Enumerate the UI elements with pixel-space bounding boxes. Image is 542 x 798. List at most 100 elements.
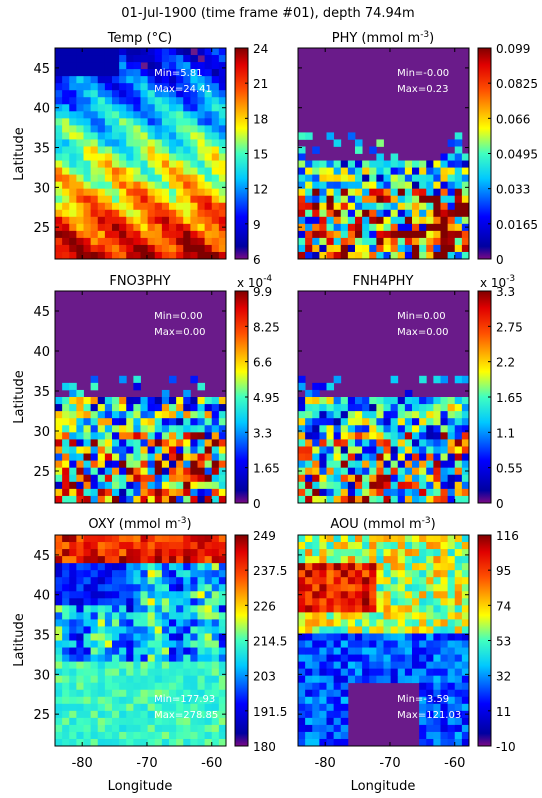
field-cell bbox=[340, 584, 349, 592]
field-cell bbox=[211, 425, 220, 433]
field-cell bbox=[140, 446, 149, 454]
field-cell bbox=[433, 549, 441, 557]
field-cell bbox=[326, 418, 335, 426]
field-cell bbox=[147, 542, 156, 550]
field-cell bbox=[218, 724, 227, 733]
field-cell bbox=[97, 626, 106, 634]
field-cell bbox=[176, 146, 184, 154]
field-cell bbox=[376, 174, 384, 183]
field-cell bbox=[55, 418, 63, 426]
field-cell bbox=[119, 244, 127, 253]
field-cell bbox=[183, 251, 191, 260]
field-cell bbox=[169, 111, 177, 119]
field-cell bbox=[369, 584, 377, 592]
field-cell bbox=[83, 640, 92, 648]
field-cell bbox=[169, 724, 177, 733]
field-cell bbox=[397, 556, 406, 564]
field-cell bbox=[298, 647, 306, 655]
field-cell bbox=[176, 132, 184, 140]
field-cell bbox=[154, 411, 163, 419]
field-cell bbox=[104, 237, 113, 246]
field-cell bbox=[104, 549, 113, 557]
field-cell bbox=[319, 216, 327, 225]
field-cell bbox=[347, 584, 356, 592]
field-cell bbox=[333, 446, 342, 454]
field-cell bbox=[390, 167, 399, 175]
field-cell bbox=[319, 174, 327, 183]
field-cell bbox=[112, 495, 120, 504]
field-cell bbox=[326, 439, 335, 447]
field-cell bbox=[218, 230, 227, 239]
field-cell bbox=[126, 418, 134, 426]
field-cell bbox=[319, 230, 327, 239]
field-cell bbox=[147, 209, 156, 218]
field-cell bbox=[83, 661, 92, 670]
field-cell bbox=[197, 230, 206, 239]
field-cell bbox=[90, 153, 99, 161]
field-cell bbox=[355, 223, 363, 232]
field-cell bbox=[298, 577, 306, 585]
field-cell bbox=[204, 619, 213, 627]
field-cell bbox=[197, 467, 206, 476]
field-cell bbox=[97, 612, 106, 620]
field-cell bbox=[140, 425, 149, 433]
field-cell bbox=[305, 542, 313, 550]
field-cell bbox=[154, 181, 163, 190]
field-cell bbox=[76, 696, 84, 705]
field-cell bbox=[161, 48, 170, 56]
field-cell bbox=[333, 703, 342, 712]
field-cell bbox=[298, 724, 306, 733]
field-cell bbox=[440, 710, 449, 719]
field-cell bbox=[433, 598, 441, 606]
field-cell bbox=[83, 195, 92, 204]
field-cell bbox=[412, 481, 420, 490]
field-cell bbox=[211, 167, 220, 175]
field-cell bbox=[347, 591, 356, 599]
field-cell bbox=[440, 244, 449, 253]
field-cell bbox=[154, 647, 163, 655]
field-cell bbox=[404, 404, 413, 412]
panel-title-temp-text: Temp (°C) bbox=[107, 31, 173, 46]
field-cell bbox=[362, 223, 370, 232]
colorbar-tick-label: 74 bbox=[496, 599, 511, 613]
field-cell bbox=[90, 76, 99, 84]
field-cell bbox=[62, 453, 70, 461]
field-cell bbox=[440, 446, 449, 454]
stat-max-fno3phy: Max=0.00 bbox=[154, 327, 205, 338]
field-cell bbox=[440, 563, 449, 571]
field-cell bbox=[319, 202, 327, 211]
field-cell bbox=[390, 598, 399, 606]
field-cell bbox=[433, 467, 441, 476]
field-cell bbox=[161, 542, 170, 550]
field-cell bbox=[369, 439, 377, 447]
field-cell bbox=[312, 195, 320, 204]
field-cell bbox=[412, 584, 420, 592]
field-cell bbox=[119, 717, 127, 726]
field-cell bbox=[197, 446, 206, 454]
field-cell bbox=[62, 404, 70, 412]
field-cell bbox=[461, 654, 470, 662]
field-fnh4phy bbox=[298, 375, 470, 504]
field-cell bbox=[461, 640, 470, 648]
field-cell bbox=[433, 188, 441, 197]
field-cell bbox=[176, 90, 184, 98]
field-cell bbox=[183, 453, 191, 461]
field-cell bbox=[161, 397, 170, 405]
field-cell bbox=[397, 439, 406, 447]
field-cell bbox=[218, 495, 227, 504]
field-cell bbox=[83, 577, 92, 585]
field-cell bbox=[190, 710, 198, 719]
field-cell bbox=[454, 717, 463, 726]
field-cell bbox=[76, 118, 84, 126]
field-cell bbox=[204, 535, 213, 543]
field-cell bbox=[69, 146, 77, 154]
field-cell bbox=[126, 696, 134, 705]
field-cell bbox=[176, 689, 184, 698]
field-cell bbox=[83, 738, 92, 747]
field-cell bbox=[454, 251, 463, 260]
field-cell bbox=[412, 230, 420, 239]
field-cell bbox=[55, 675, 63, 684]
field-cell bbox=[161, 202, 170, 211]
field-cell bbox=[305, 675, 313, 684]
field-cell bbox=[154, 453, 163, 461]
